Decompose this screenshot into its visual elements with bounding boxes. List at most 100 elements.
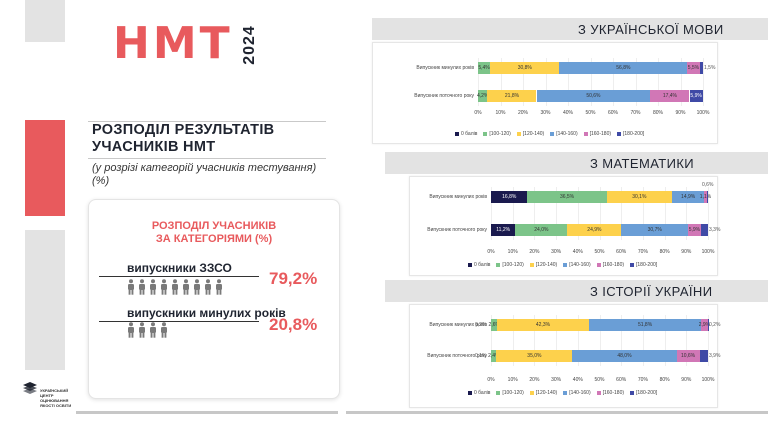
x-tick-label: 80% xyxy=(659,377,670,383)
x-tick-label: 20% xyxy=(529,377,540,383)
bar-segment xyxy=(588,319,702,331)
bottom-rule-right xyxy=(346,411,768,414)
data-label: 24,0% xyxy=(534,227,549,233)
bar-segment xyxy=(491,350,497,362)
category-label-past: випускники минулих років xyxy=(127,306,286,320)
legend-swatch xyxy=(617,132,622,136)
legend-item: [100-120) xyxy=(483,131,511,137)
legend-swatch xyxy=(516,132,521,136)
legend-label: [140-160) xyxy=(556,131,578,137)
person-icon xyxy=(139,322,145,338)
person-icon xyxy=(150,279,156,295)
bar-segment xyxy=(491,191,528,203)
legend-label: [140-160) xyxy=(569,390,591,396)
x-tick-label: 50% xyxy=(594,249,605,255)
legend-swatch xyxy=(583,132,588,136)
heading-line1: РОЗПОДІЛ РЕЗУЛЬТАТІВ xyxy=(92,122,275,138)
gridline xyxy=(680,58,682,106)
gridline xyxy=(664,187,666,240)
data-label: 3,3% xyxy=(709,227,721,233)
data-label: 50,6% xyxy=(586,93,601,99)
gridline xyxy=(621,315,623,366)
gridline xyxy=(491,187,492,240)
people-icons-current xyxy=(127,279,223,295)
x-tick-label: 90% xyxy=(681,249,692,255)
data-label: 2,4% xyxy=(488,353,500,359)
row-label: Випускник поточного року xyxy=(414,93,474,99)
category-divider-current xyxy=(99,276,259,277)
x-tick-label: 70% xyxy=(637,249,648,255)
bar-segment xyxy=(676,350,700,362)
row-label: Випускник минулих років xyxy=(429,194,487,200)
legend-swatch xyxy=(563,391,568,395)
gridline xyxy=(577,187,579,240)
legend-item: 0 балів xyxy=(468,262,490,268)
gridline xyxy=(658,58,659,106)
chart-panel-bg-3 xyxy=(385,280,768,302)
category-value-current: 79,2% xyxy=(269,269,318,288)
x-tick-label: 100% xyxy=(701,249,715,255)
legend-label: [120-140) xyxy=(535,390,558,396)
card-title-line1: РОЗПОДІЛ УЧАСНИКІВ xyxy=(151,220,277,232)
legend-item: [120-140) xyxy=(529,262,557,268)
category-value-past: 20,8% xyxy=(269,315,318,334)
bar-segment xyxy=(701,319,708,331)
year-text: 2024 xyxy=(241,25,258,65)
gridline xyxy=(664,315,666,366)
data-label: 0,1% xyxy=(475,353,487,359)
data-label: 1,1% xyxy=(699,194,712,200)
data-label: 56,8% xyxy=(616,65,631,71)
legend-swatch xyxy=(529,263,534,267)
bar-segment xyxy=(478,62,491,74)
x-tick-label: 40% xyxy=(572,249,583,255)
data-label: 0,2% xyxy=(475,322,487,328)
bar-segment xyxy=(536,90,651,102)
ucequa-logo-icon xyxy=(23,382,37,394)
year-label: 2024 xyxy=(238,20,262,70)
legend-label: [180-200] xyxy=(623,131,645,137)
section-heading: РОЗПОДІЛ РЕЗУЛЬТАТІВ УЧАСНИКІВ НМТ xyxy=(88,121,326,159)
data-label: 30,7% xyxy=(647,227,662,233)
bottom-rule-left xyxy=(76,411,338,414)
gridline xyxy=(545,58,547,106)
x-tick-label: 40% xyxy=(572,377,583,383)
gridline xyxy=(556,315,558,366)
decor-stripe-top xyxy=(25,0,65,42)
legend-item: 0 балів xyxy=(455,131,477,137)
gridline xyxy=(512,315,514,366)
x-tick-label: 60% xyxy=(616,249,627,255)
legend-item: [100-120) xyxy=(496,262,524,268)
legend-swatch xyxy=(455,132,459,136)
data-label: 3,9% xyxy=(709,353,721,359)
x-tick-label: 50% xyxy=(594,377,605,383)
x-tick-label: 30% xyxy=(551,249,562,255)
bar-segment xyxy=(490,62,560,74)
row-label: Випускник минулих років xyxy=(416,65,474,71)
x-tick-label: 20% xyxy=(517,110,529,116)
card-title: РОЗПОДІЛ УЧАСНИКІВ ЗА КАТЕГОРІЯМИ (%) xyxy=(89,220,339,246)
data-label: 2,9% xyxy=(698,322,711,328)
gridline xyxy=(599,315,601,366)
legend-label: [100-120) xyxy=(502,262,524,268)
legend-label: [160-180) xyxy=(602,390,625,396)
data-label: 5,9% xyxy=(690,93,702,99)
person-icon xyxy=(161,322,167,338)
legend-swatch xyxy=(596,263,601,267)
person-icon xyxy=(150,322,156,338)
row-label: Випускник минулих років xyxy=(429,322,487,328)
x-tick-label: 30% xyxy=(551,377,562,383)
legend-swatch xyxy=(496,391,501,395)
bar-segment xyxy=(700,224,708,236)
chart-legend: 0 балів [100-120) [120-140) [140-160) [160-1… xyxy=(468,390,657,396)
decor-stripe-red xyxy=(25,120,65,216)
bar-segment xyxy=(491,319,498,331)
gridline xyxy=(686,187,688,240)
data-label: 16,8% xyxy=(502,194,517,200)
gridline xyxy=(534,187,536,240)
x-tick-label: 60% xyxy=(616,377,627,383)
x-tick-label: 50% xyxy=(585,110,596,116)
x-tick-label: 90% xyxy=(675,110,686,116)
legend-swatch xyxy=(563,263,568,267)
gridline xyxy=(523,58,524,106)
bar-segment xyxy=(689,90,703,102)
